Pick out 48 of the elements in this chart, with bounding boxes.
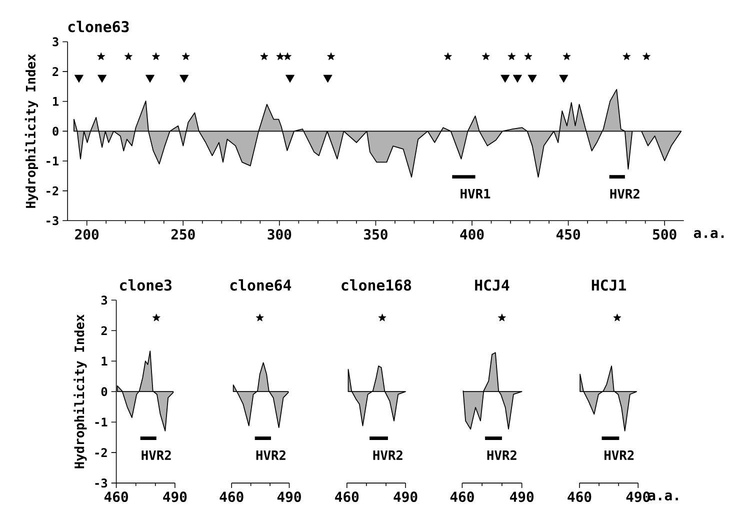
y-tick-label: 3 xyxy=(52,37,58,46)
y-tick-label: 2 xyxy=(101,326,107,336)
y-tick-label: -2 xyxy=(46,186,58,196)
x-tick-label: 400 xyxy=(460,229,484,240)
annotation: HVR1 xyxy=(460,188,490,198)
x-tick-label: 460 xyxy=(220,492,244,502)
x-tick-label: 490 xyxy=(163,492,187,502)
x-tick-label: 460 xyxy=(335,492,359,502)
y-axis-title: Hydrophilicity Index xyxy=(74,314,87,468)
y-tick-label: 1 xyxy=(53,97,59,106)
y-tick-label: 2 xyxy=(52,67,58,76)
y-tick-label: 1 xyxy=(102,356,108,366)
annotation: HVR2 xyxy=(142,450,171,460)
annotation: HVR2 xyxy=(610,188,640,199)
chart-title: clone64 xyxy=(230,279,292,291)
x-tick-label: 350 xyxy=(364,229,388,240)
x-tick-label: 450 xyxy=(556,229,580,240)
x-tick-label: 460 xyxy=(568,492,592,502)
y-tick-label: 0 xyxy=(52,126,58,136)
chart-title: HCJ4 xyxy=(475,280,510,291)
y-tick-label: -1 xyxy=(95,418,108,426)
annotation: HVR2 xyxy=(604,450,634,460)
chart-title: clone63 xyxy=(68,20,129,32)
x-tick-label: 460 xyxy=(104,492,128,502)
annotation: HVR2 xyxy=(373,450,402,460)
chart-title: clone168 xyxy=(342,279,412,291)
x-tick-label: 490 xyxy=(510,492,534,502)
y-tick-label: -1 xyxy=(46,156,59,166)
y-axis-title: Hydrophilicity Index xyxy=(24,54,38,208)
x-tick-label: 500 xyxy=(653,229,676,240)
y-tick-label: -2 xyxy=(95,448,107,458)
x-tick-label: 490 xyxy=(277,492,301,502)
x-tick-label: 200 xyxy=(75,229,99,240)
x-tick-label: 460 xyxy=(450,492,474,502)
x-tick-label: 250 xyxy=(171,229,195,240)
x-axis-title: a.a. xyxy=(648,492,678,501)
y-tick-label: 0 xyxy=(101,387,108,396)
x-tick-label: 490 xyxy=(626,492,650,502)
x-tick-label: 490 xyxy=(394,492,418,502)
y-tick-label: -3 xyxy=(95,478,108,488)
x-tick-label: 300 xyxy=(268,229,292,240)
y-tick-label: 3 xyxy=(101,296,108,305)
chart-title: HCJ1 xyxy=(592,280,626,291)
annotation: HVR2 xyxy=(487,450,516,460)
y-tick-label: -3 xyxy=(46,216,58,226)
chart-title: clone3 xyxy=(120,279,172,291)
x-axis-title: a.a. xyxy=(694,230,724,238)
annotation: HVR2 xyxy=(256,450,286,460)
